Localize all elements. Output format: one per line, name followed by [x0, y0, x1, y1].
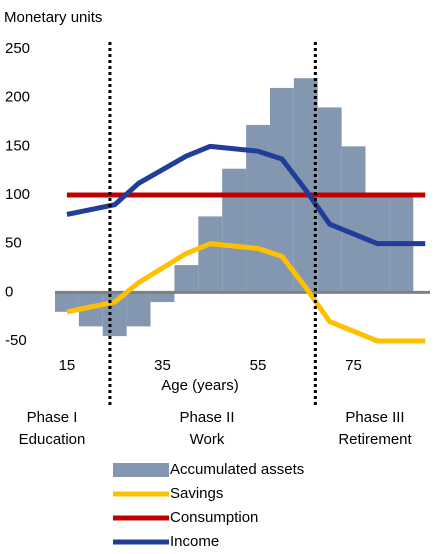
- bar: [174, 265, 199, 293]
- bar: [269, 87, 294, 293]
- phase-label: Work: [190, 431, 225, 448]
- bar: [317, 107, 342, 293]
- legend-swatch: [113, 463, 169, 477]
- x-tick-label: 55: [250, 357, 267, 374]
- bar: [341, 146, 366, 293]
- line: [66, 241, 426, 344]
- bar: [222, 168, 247, 293]
- legend-label: Accumulated assets: [170, 461, 304, 478]
- legend-label: Income: [170, 533, 219, 550]
- y-tick-label: 0: [5, 283, 13, 300]
- x-axis-label: Age (years): [161, 377, 239, 394]
- bar: [198, 216, 223, 293]
- y-tick-label: -50: [5, 332, 27, 349]
- y-tick-label: 250: [5, 40, 30, 57]
- bar: [126, 292, 151, 327]
- line: [66, 143, 426, 247]
- y-tick-label: 200: [5, 89, 30, 106]
- legend-label: Consumption: [170, 509, 258, 526]
- y-axis-label: Monetary units: [4, 9, 102, 26]
- y-tick-label: 50: [5, 235, 22, 252]
- x-tick-label: 75: [345, 357, 362, 374]
- phase-label: Retirement: [338, 431, 412, 448]
- bar: [293, 78, 318, 293]
- phase-label: Phase III: [345, 409, 404, 426]
- y-tick-label: 150: [5, 137, 30, 154]
- x-tick-label: 35: [154, 357, 171, 374]
- phase-label: Phase I: [27, 409, 78, 426]
- legend-label: Savings: [170, 485, 223, 502]
- y-tick-label: 100: [5, 186, 30, 203]
- x-tick-label: 15: [59, 357, 76, 374]
- bar: [150, 292, 175, 303]
- phase-label: Education: [19, 431, 86, 448]
- phase-label: Phase II: [179, 409, 234, 426]
- bar: [55, 292, 79, 312]
